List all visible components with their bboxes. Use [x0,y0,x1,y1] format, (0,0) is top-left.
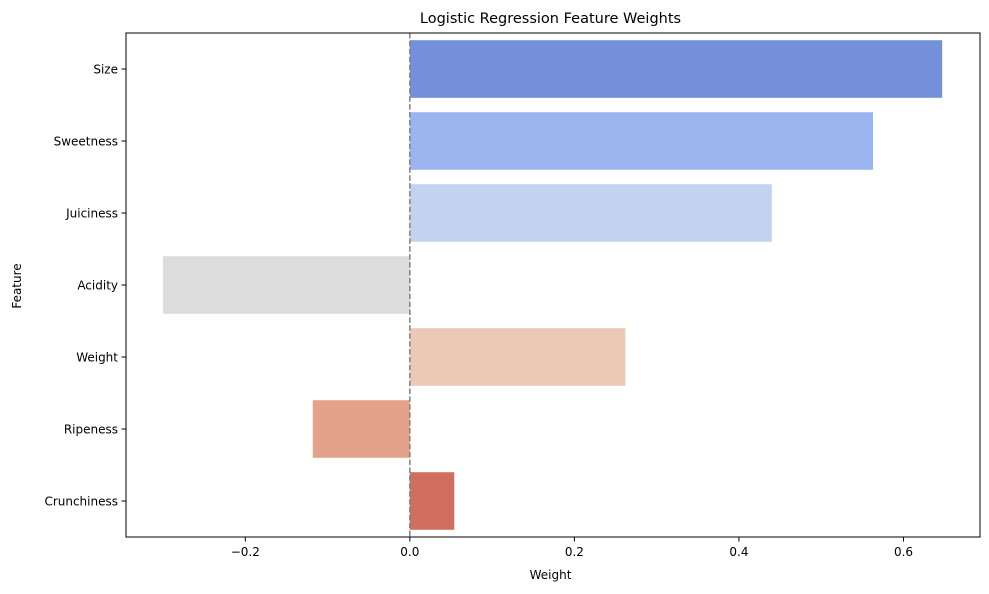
y-axis-label: Feature [10,263,24,308]
y-axis-ticks: Size Sweetness Juiciness Acidity Weight Ripen… [44,62,126,508]
y-tick-label-size: Size [93,62,118,76]
bar-sweetness [409,112,874,170]
y-tick-label-juiciness: Juiciness [65,206,118,220]
bar-size [409,40,943,98]
bar-weight [409,328,626,386]
chart-title: Logistic Regression Feature Weights [420,11,681,27]
bar-acidity [163,256,410,314]
y-tick-label-acidity: Acidity [77,278,118,292]
x-tick-label: 0.2 [565,545,584,559]
y-tick-label-ripeness: Ripeness [64,422,118,436]
x-tick-label: 0.4 [729,545,748,559]
y-tick-label-weight: Weight [76,350,118,364]
bar-ripeness [312,400,410,458]
y-tick-label-crunchiness: Crunchiness [44,494,118,508]
bars-layer [163,40,943,530]
x-tick-label: 0.6 [894,545,913,559]
x-axis-label: Weight [530,568,572,582]
x-axis-ticks: −0.2 0.0 0.2 0.4 0.6 [231,537,913,559]
bar-juiciness [409,184,772,242]
y-tick-label-sweetness: Sweetness [54,134,118,148]
bar-crunchiness [409,472,455,530]
x-tick-label: −0.2 [231,545,260,559]
x-tick-label: 0.0 [400,545,419,559]
